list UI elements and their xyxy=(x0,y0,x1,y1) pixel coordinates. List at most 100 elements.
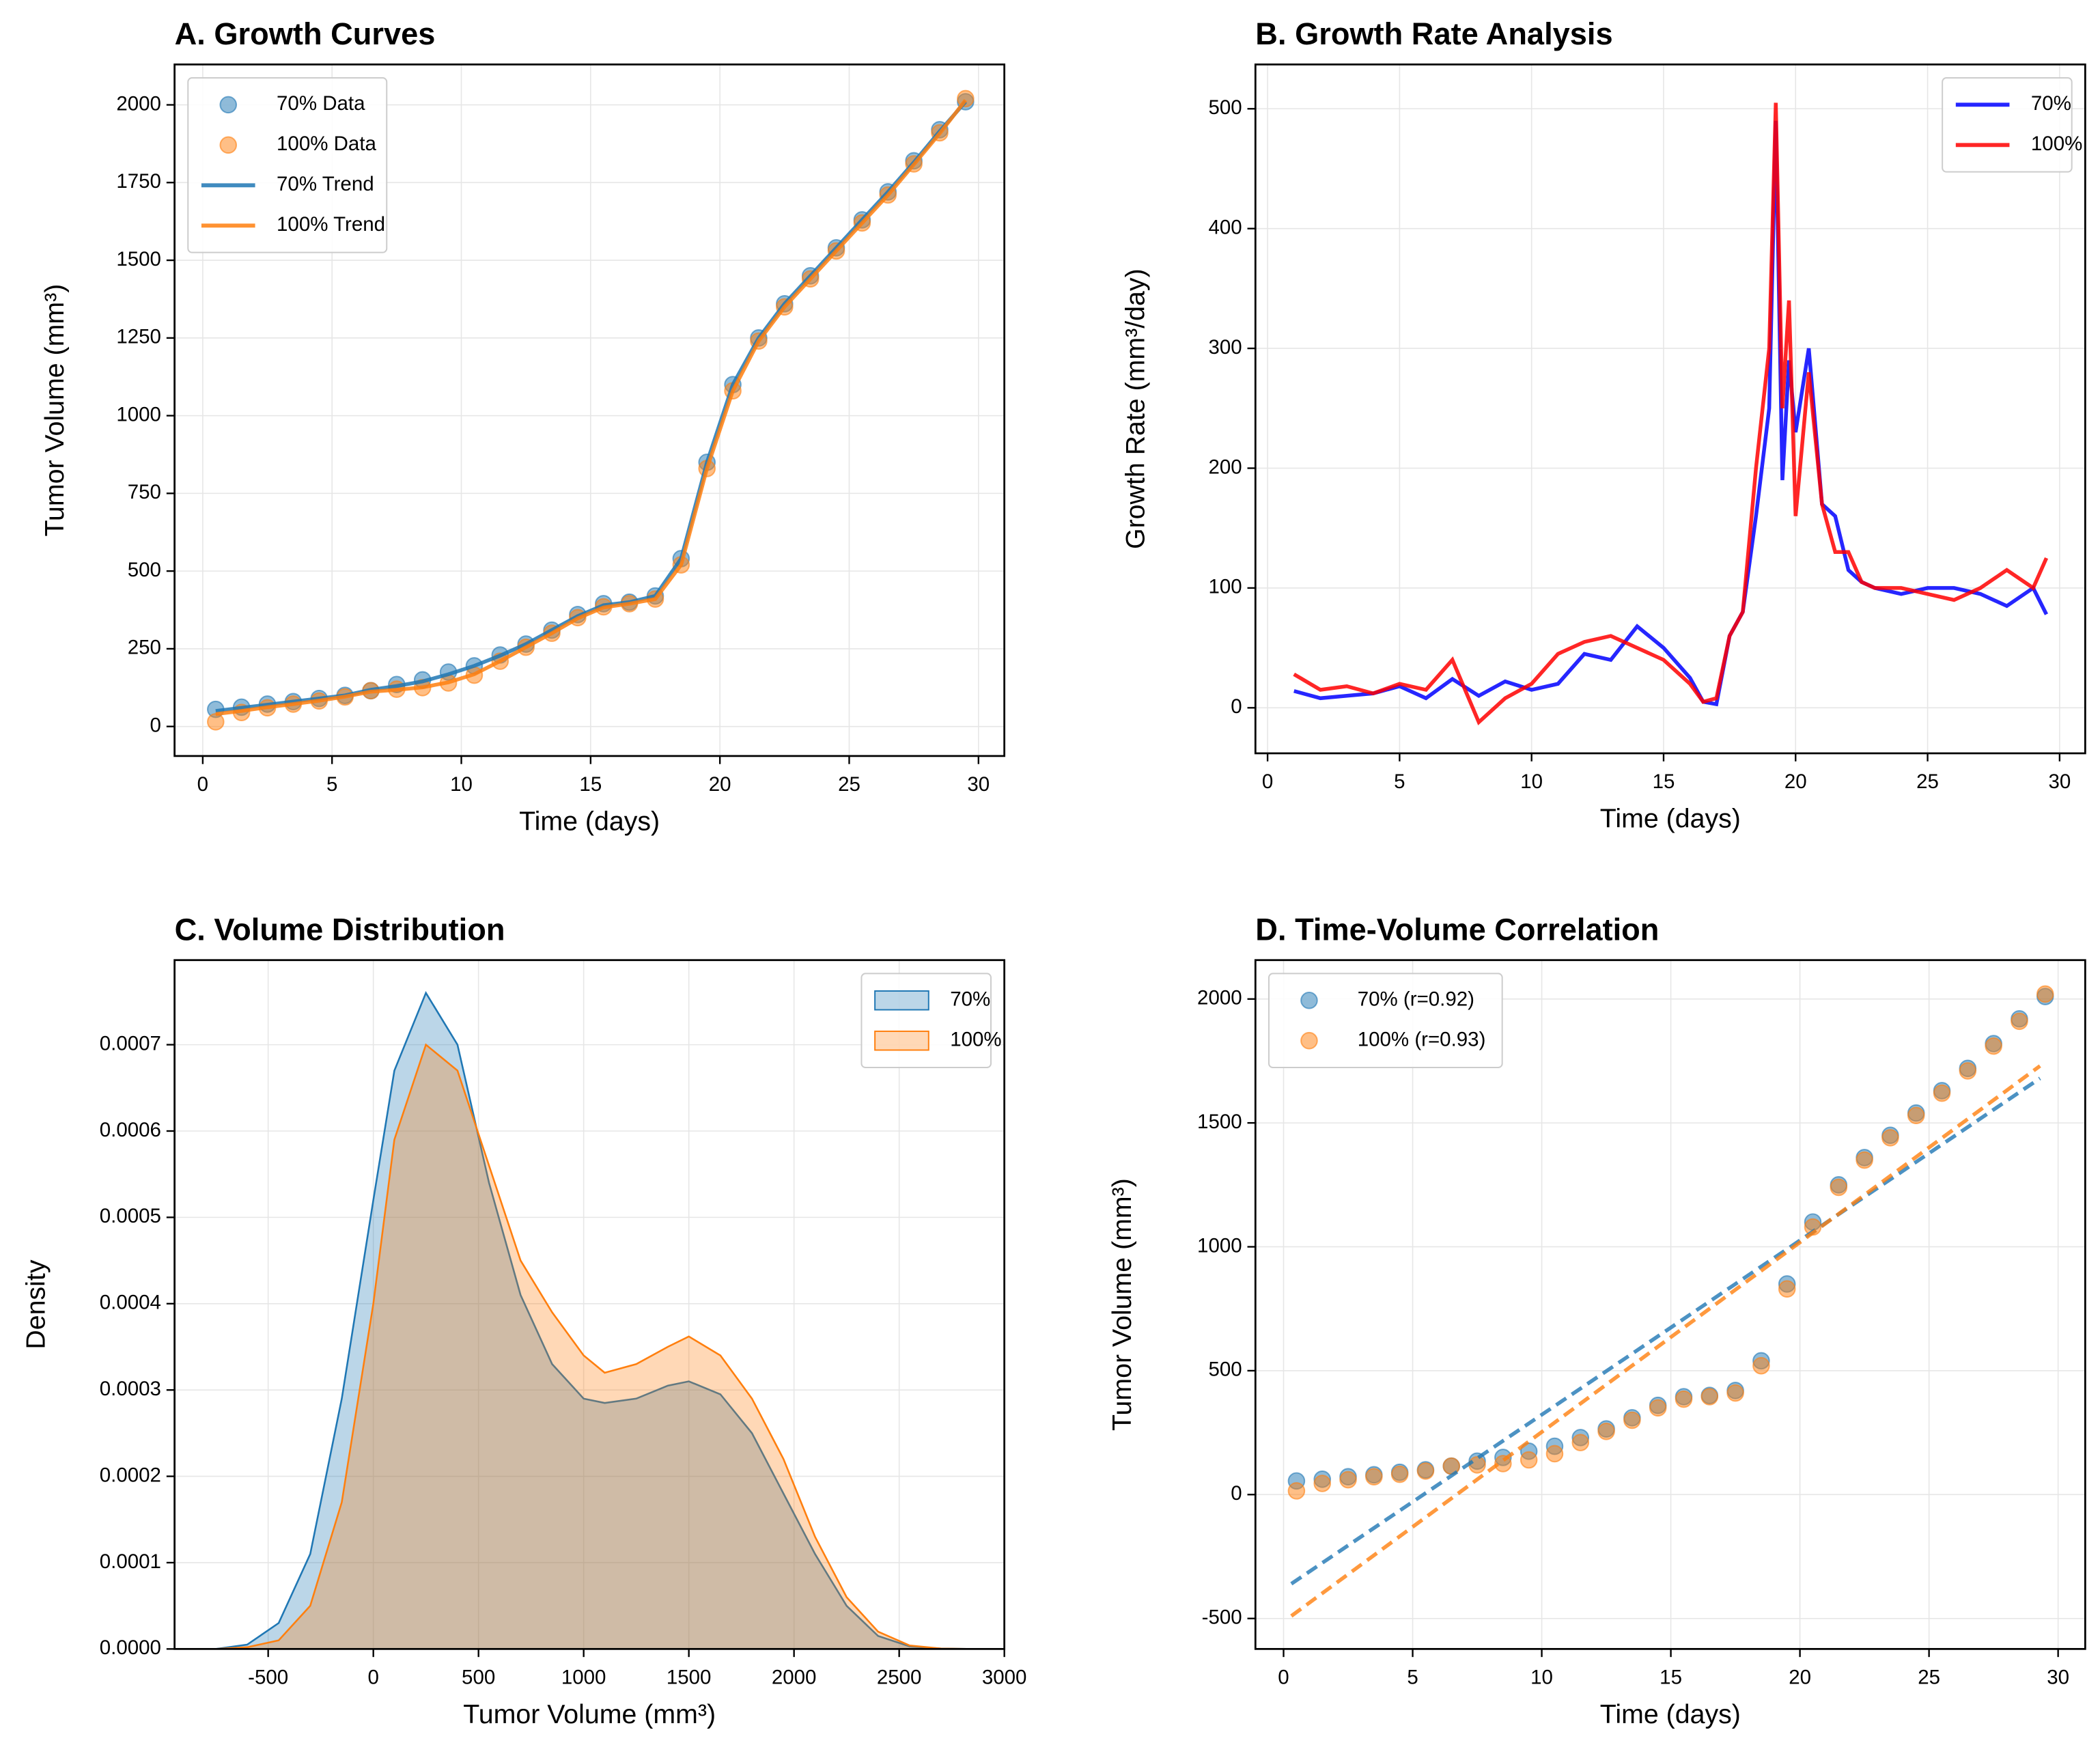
y-tick-label: 1250 xyxy=(116,326,161,348)
y-tick-label: 0.0006 xyxy=(100,1119,161,1141)
x-tick-label: 30 xyxy=(2048,770,2071,793)
data-point xyxy=(1390,1465,1409,1483)
data-point xyxy=(1365,1468,1383,1485)
legend-box xyxy=(187,77,388,253)
data-point xyxy=(1726,1384,1744,1402)
plot-area xyxy=(1293,102,2049,726)
x-axis-label: Time (days) xyxy=(519,807,660,837)
data-point xyxy=(1571,1434,1590,1451)
y-axis-label: Tumor Volume (mm³) xyxy=(40,284,70,537)
x-tick-label: 5 xyxy=(326,773,337,796)
x-tick-label: 1000 xyxy=(561,1666,606,1688)
legend-label: 100% Data xyxy=(277,132,376,155)
line xyxy=(215,99,968,716)
data-point xyxy=(1468,1456,1486,1474)
y-tick-label: 2000 xyxy=(116,92,161,115)
legend-label: 100% xyxy=(2031,132,2082,155)
legend-label: 100% Trend xyxy=(277,213,385,236)
y-tick-label: 100 xyxy=(1208,576,1242,598)
data-point xyxy=(1675,1390,1693,1408)
y-tick-label: 1500 xyxy=(116,248,161,270)
x-tick-label: 0 xyxy=(1278,1666,1289,1688)
x-tick-label: 15 xyxy=(1660,1666,1682,1688)
x-tick-label: 30 xyxy=(2047,1666,2069,1688)
line xyxy=(1293,102,2049,726)
area-edge xyxy=(215,990,973,1649)
x-tick-label: 2500 xyxy=(877,1666,922,1688)
data-point xyxy=(1985,1037,2002,1055)
x-tick-label: 30 xyxy=(967,773,990,796)
plot-area xyxy=(207,89,975,731)
y-tick-label: 0.0005 xyxy=(100,1205,161,1227)
data-point xyxy=(1700,1388,1719,1406)
data-point xyxy=(1881,1129,1899,1147)
area-edge xyxy=(215,1043,973,1649)
y-tick-label: 0.0007 xyxy=(100,1032,161,1055)
y-tick-label: 750 xyxy=(128,481,161,503)
x-tick-label: 2000 xyxy=(772,1666,817,1688)
data-point xyxy=(1933,1084,1951,1102)
y-tick-label: 500 xyxy=(1208,96,1242,119)
legend-marker xyxy=(219,96,238,114)
chart-title: B. Growth Rate Analysis xyxy=(1255,16,1612,51)
data-point xyxy=(1856,1151,1873,1169)
y-tick-label: 0 xyxy=(1231,695,1242,718)
data-point xyxy=(1287,1482,1306,1500)
plot-area xyxy=(215,990,973,1649)
data-point xyxy=(1520,1451,1538,1469)
data-point xyxy=(1830,1178,1848,1197)
legend-box xyxy=(1268,973,1503,1069)
x-tick-label: 15 xyxy=(579,773,602,796)
legend-marker xyxy=(1300,1031,1318,1050)
data-point xyxy=(1313,1475,1332,1492)
data-point xyxy=(1339,1470,1357,1489)
data-point xyxy=(1778,1280,1796,1298)
data-point xyxy=(207,713,225,731)
y-tick-label: -500 xyxy=(1202,1606,1242,1629)
x-tick-label: 25 xyxy=(1916,770,1939,793)
y-tick-label: 0.0001 xyxy=(100,1550,161,1573)
legend-label: 70% xyxy=(950,988,990,1011)
legend-marker xyxy=(874,1030,929,1051)
regression-line xyxy=(1290,1076,2041,1586)
x-axis-label: Time (days) xyxy=(1600,1699,1741,1729)
area xyxy=(215,992,973,1649)
axes-frame xyxy=(173,959,1006,1650)
legend-marker xyxy=(219,136,238,154)
legend-label: 70% xyxy=(2031,92,2071,115)
x-tick-label: 500 xyxy=(462,1666,495,1688)
y-tick-label: 1750 xyxy=(116,170,161,193)
x-tick-label: 0 xyxy=(1262,770,1273,793)
data-point xyxy=(1907,1106,1925,1125)
x-tick-label: 20 xyxy=(709,773,731,796)
x-tick-label: 1500 xyxy=(667,1666,712,1688)
y-tick-label: 0.0003 xyxy=(100,1378,161,1400)
y-tick-label: 200 xyxy=(1208,456,1242,478)
y-axis-label: Growth Rate (mm³/day) xyxy=(1121,268,1151,549)
y-tick-label: 300 xyxy=(1208,336,1242,359)
x-tick-label: 10 xyxy=(450,773,473,796)
x-tick-label: 10 xyxy=(1530,1666,1553,1688)
legend-label: 100% (r=0.93) xyxy=(1358,1029,1486,1051)
legend-marker xyxy=(874,990,929,1011)
x-tick-label: 20 xyxy=(1784,770,1807,793)
data-point xyxy=(2011,1012,2028,1031)
data-point xyxy=(1623,1411,1641,1429)
x-tick-label: 25 xyxy=(1918,1666,1940,1688)
y-tick-label: 2000 xyxy=(1197,987,1242,1009)
y-tick-label: 0 xyxy=(150,714,161,736)
x-axis-label: Tumor Volume (mm³) xyxy=(463,1699,716,1729)
legend-box xyxy=(860,973,992,1069)
x-tick-label: 20 xyxy=(1789,1666,1811,1688)
chart-title: C. Volume Distribution xyxy=(175,912,505,947)
data-point xyxy=(1597,1423,1615,1440)
y-axis-label: Density xyxy=(20,1259,51,1349)
y-tick-label: 1000 xyxy=(116,403,161,425)
y-tick-label: 0.0000 xyxy=(100,1636,161,1659)
legend-label: 70% Data xyxy=(277,92,365,115)
legend-marker xyxy=(1300,991,1318,1009)
y-axis-label: Tumor Volume (mm³) xyxy=(1107,1178,1137,1431)
x-tick-label: -500 xyxy=(248,1666,288,1688)
